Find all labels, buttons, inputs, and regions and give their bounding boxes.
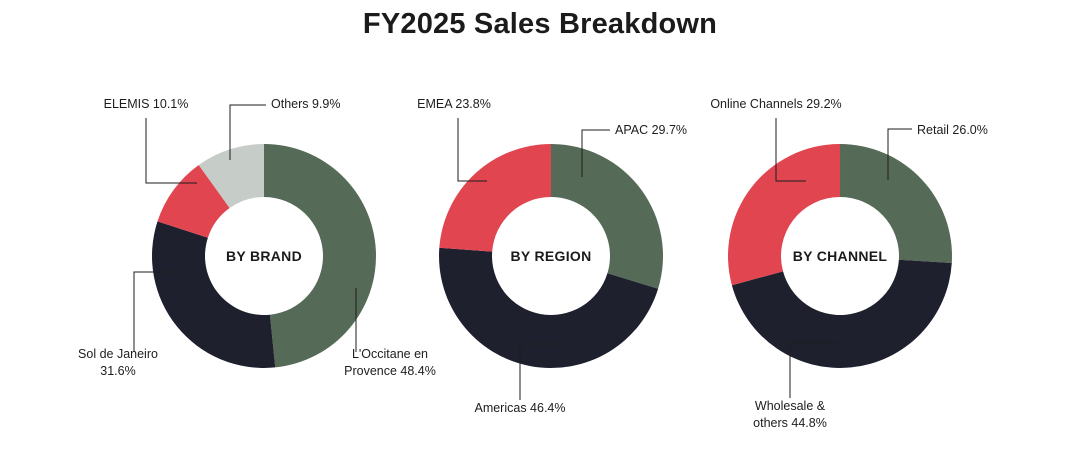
slice-wholesale-others-44-8 [731,259,952,368]
slice-online-channels-29-2 [728,144,840,286]
slice-label-apac-29-7: APAC 29.7% [615,123,687,137]
slice-label-sol-de-janeiro-31-6: Sol de Janeiro 31.6% [78,347,158,378]
leader-line [145,118,197,184]
slice-label-retail-26-0: Retail 26.0% [917,123,988,137]
slice-label-americas-46-4: Americas 46.4% [474,401,565,415]
leader-line [229,104,266,160]
donut-by-channel: BY CHANNEL Retail 26.0% Wholesale & others … [710,97,988,430]
slice-l-occitane-en-provence-48-4 [264,144,376,368]
slice-others-9-9 [198,144,264,209]
slice-label-online-channels-29-2: Online Channels 29.2% [710,97,841,111]
center-label: BY CHANNEL [793,248,888,264]
leader-line [581,129,610,177]
leader-line [887,128,912,180]
slice-label-elemis-10-1: ELEMIS 10.1% [104,97,189,111]
donut-by-region: BY REGION APAC 29.7% Americas 46.4% EMEA 23… [417,97,687,415]
slice-americas-46-4 [438,247,659,369]
leader-line [519,343,568,400]
chart-title: FY2025 Sales Breakdown [362,8,718,40]
slice-apac-29-7 [551,144,663,289]
center-label: BY REGION [510,248,591,264]
slice-retail-26-0 [840,144,952,264]
slice-label-l-occitane-en-provence-48-4: L'Occitane en Provence 48.4% [344,347,436,378]
leader-line [133,271,180,352]
leader-line [775,118,806,182]
slice-elemis-10-1 [157,164,230,238]
slice-label-others-9-9: Others 9.9% [271,97,340,111]
leader-line [457,118,487,182]
slice-label-emea-23-8: EMEA 23.8% [417,97,491,111]
slice-sol-de-janeiro-31-6 [151,221,276,368]
donut-by-brand: BY BRAND L'Occitane en Provence 48.4% Sol d… [78,97,436,378]
center-label: BY BRAND [226,248,302,264]
leader-line [789,341,838,398]
slice-label-wholesale-others-44-8: Wholesale & others 44.8% [753,399,827,430]
slice-emea-23-8 [439,144,551,252]
